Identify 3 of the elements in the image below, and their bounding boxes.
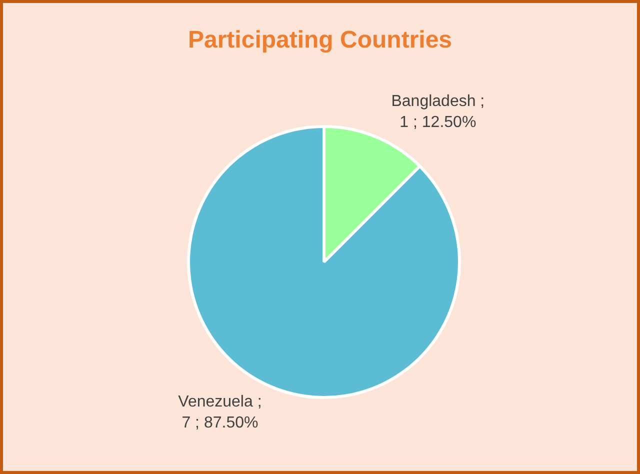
- slice-label: Bangladesh ; 1 ; 12.50%: [391, 93, 485, 132]
- slice-label: Venezuela ; 7 ; 87.50%: [178, 394, 262, 432]
- chart-title: Participating Countries: [188, 26, 452, 54]
